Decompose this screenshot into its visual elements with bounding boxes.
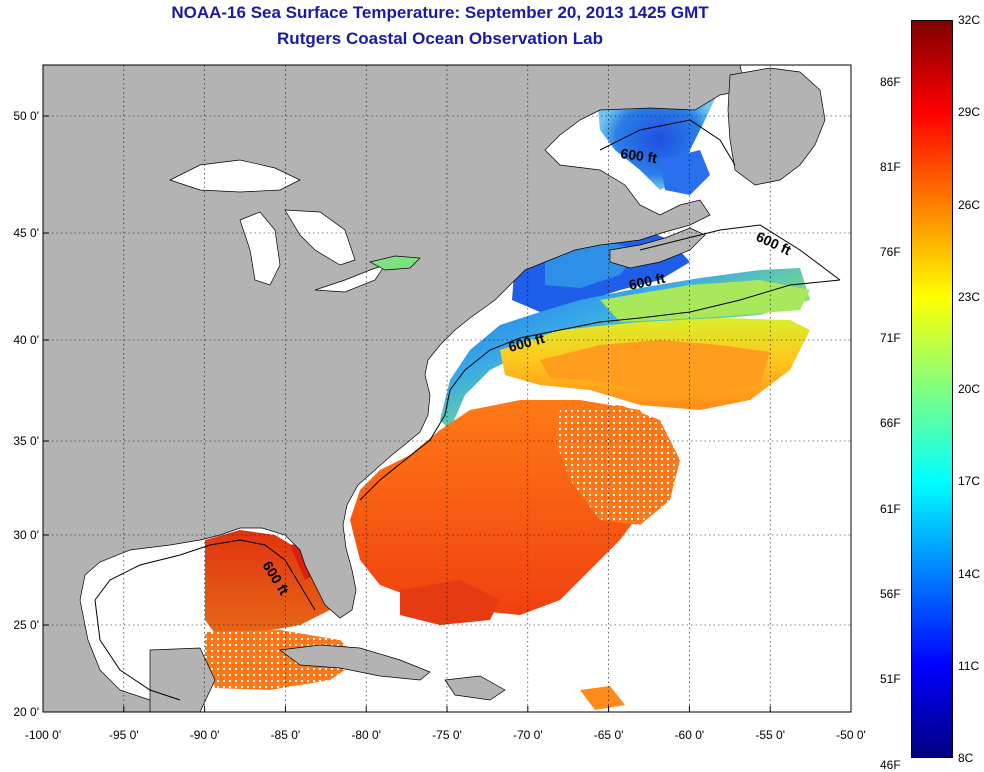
fahrenheit-label: 61F [880,501,901,516]
sea-surface-temperature-map: 600 ft 600 ft 600 ft 600 ft 600 ft -100 … [13,64,866,742]
lon-tick-label: -85 0' [271,728,301,742]
celsius-label: 29C [958,105,981,120]
lon-tick-label: -50 0' [836,728,866,742]
celsius-label: 20C [958,382,981,396]
lon-tick-label: -80 0' [351,728,381,742]
great-lakes [169,159,421,293]
lon-tick-label: -100 0' [25,728,61,742]
fahrenheit-label: 76F [880,245,901,260]
celsius-label: 8C [958,751,974,765]
lat-tick-label: 20 0' [13,705,39,719]
celsius-label: 14C [958,566,981,581]
celsius-label: 32C [958,13,981,27]
land-layer [43,65,826,712]
lat-tick-label: 25 0' [13,618,39,632]
lat-tick-label: 40 0' [13,333,39,347]
isobath-label: 600 ft [627,270,666,293]
fahrenheit-label: 56F [880,587,901,601]
fahrenheit-label: 46F [880,757,901,772]
lat-tick-label: 30 0' [13,528,39,542]
lon-tick-label: -75 0' [432,728,462,742]
fahrenheit-label: 66F [880,416,901,431]
fahrenheit-label: 71F [880,330,901,345]
fahrenheit-label: 81F [880,159,901,174]
celsius-label: 26C [958,197,981,212]
lon-tick-label: -95 0' [109,728,139,742]
lat-tick-label: 45 0' [13,226,39,240]
temperature-colorbar [911,20,953,758]
celsius-label: 17C [958,474,981,489]
lon-tick-label: -65 0' [594,728,624,742]
fahrenheit-label: 86F [880,74,901,89]
map-title: NOAA-16 Sea Surface Temperature: Septemb… [171,3,709,22]
lat-tick-label: 50 0' [13,109,39,123]
isobath-contours [94,119,841,701]
lon-tick-label: -60 0' [675,728,705,742]
isobath-label: 600 ft [620,145,659,166]
celsius-label: 11C [958,658,980,673]
fahrenheit-label: 51F [880,672,901,687]
lon-tick-label: -90 0' [190,728,220,742]
map-subtitle: Rutgers Coastal Ocean Observation Lab [277,29,603,48]
lon-tick-label: -70 0' [513,728,543,742]
lat-tick-label: 35 0' [13,434,39,448]
axis-ticks [42,115,852,713]
lon-tick-label: -55 0' [755,728,785,742]
celsius-label: 23C [958,289,981,304]
